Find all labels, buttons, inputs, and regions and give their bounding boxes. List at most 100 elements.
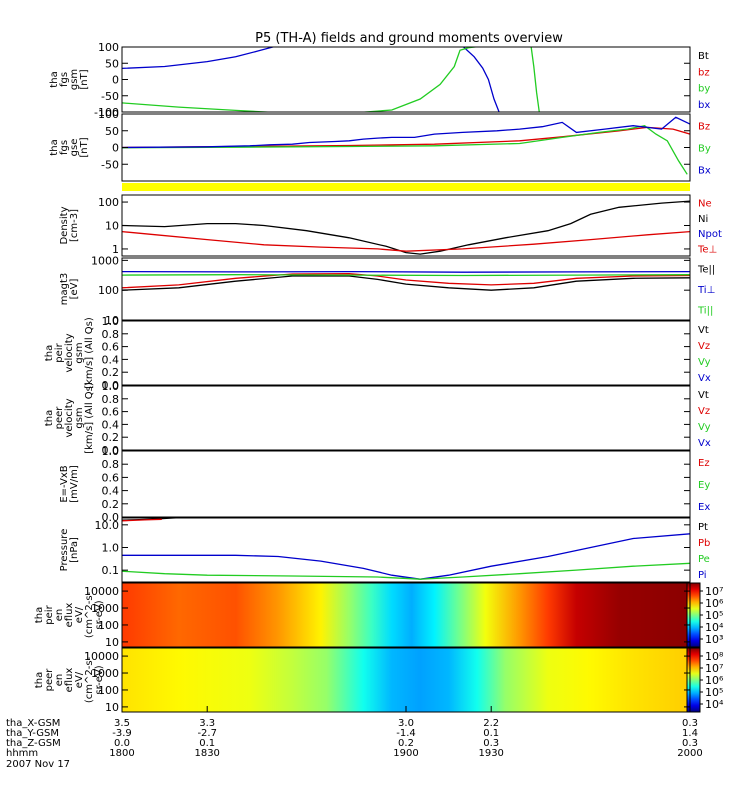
y-axis-title-line: fgs — [59, 72, 70, 87]
y-tick-label: 10 — [105, 314, 119, 327]
series-line-pe — [122, 562, 690, 580]
y-axis-title-line: sr-eV) — [94, 600, 105, 629]
y-tick-label: 100 — [98, 284, 119, 297]
panel-fgs-gse: 100 50 0 -50 thafgsgse[nT] Bz By Bx — [49, 108, 711, 182]
y-axis-title-line: [km/s] (All Qs) — [84, 317, 95, 389]
colorbar-label: 10⁷ — [705, 662, 723, 675]
y-axis-title-line: [nT] — [79, 137, 90, 157]
y-tick-label: 0.2 — [102, 498, 120, 511]
y-tick-label: 1.0 — [102, 445, 120, 458]
y-tick-label: 0.8 — [102, 393, 120, 406]
legend-entry: Vy — [698, 422, 711, 433]
y-tick-label: 0.0 — [102, 444, 120, 457]
y-tick-label: 100 — [98, 108, 119, 121]
y-axis-title-line: eV/ — [74, 606, 85, 623]
y-axis-title: Pressure[nPa] — [59, 529, 80, 572]
series-line-ti — [122, 274, 690, 277]
series-line-bx — [122, 116, 690, 149]
y-tick-label: 1000 — [91, 667, 119, 680]
x-row-value: 1900 — [393, 748, 418, 759]
y-tick-label: 1.0 — [102, 315, 120, 328]
legend-entry: bx — [698, 100, 710, 111]
y-tick-label: 100 — [98, 684, 119, 697]
legend-entry: Pb — [698, 538, 710, 549]
y-axis-title: magt3[eV] — [59, 273, 80, 306]
y-axis-title-line: peir — [54, 342, 65, 362]
y-tick-label: 1000 — [91, 602, 119, 615]
legend-entry: Te⊥ — [697, 244, 717, 255]
x-row-value: 0.1 — [199, 738, 215, 749]
colorbar-label: 10⁷ — [705, 585, 723, 598]
y-axis-title: thapeirenefluxeV/(cm^2-s-sr-eV) — [34, 591, 105, 638]
x-row-value: -2.7 — [197, 728, 217, 739]
y-axis-title-line: peer — [54, 406, 65, 430]
legend-entry: Ti|| — [697, 306, 713, 317]
y-axis-title-line: en — [54, 609, 65, 622]
panel-frame — [121, 385, 691, 451]
x-row-value: 1930 — [478, 748, 503, 759]
colorbar-label: 10⁵ — [705, 609, 723, 622]
series-line-ne — [122, 230, 690, 252]
x-row-value: 0.3 — [682, 738, 698, 749]
y-tick-label: 1000 — [91, 254, 119, 267]
y-tick-label: 0.4 — [102, 485, 120, 498]
x-row-value: -3.9 — [112, 728, 132, 739]
series-line-bz — [122, 126, 690, 149]
legend-entry: Vt — [698, 325, 709, 336]
y-axis-title-line: tha — [49, 71, 60, 87]
panel-frame — [121, 582, 691, 648]
x-row-value: 0.3 — [682, 718, 698, 729]
y-axis-title-line: peer — [44, 668, 55, 692]
y-axis-title-line: [km/s] (All Qs) — [84, 382, 95, 454]
legend-entry: By — [698, 144, 711, 155]
y-axis-title-line: eV/ — [74, 671, 85, 688]
series-line-pi — [122, 533, 690, 580]
panel-frame — [121, 46, 691, 113]
y-axis-title-line: Pressure — [59, 529, 70, 572]
panel-pressure: 10.0 1.0 0.1 Pressure[nPa] Pt Pb Pe Pi — [59, 517, 710, 583]
x-row-label: tha_X-GSM — [6, 718, 60, 729]
series-line-te — [122, 275, 690, 291]
x-row-value: 1800 — [109, 748, 134, 759]
legend-entry: bz — [698, 67, 710, 78]
panel-peir-eflux: 10⁷10⁶10⁵10⁴10³10000100010010thapeirenef… — [34, 582, 724, 649]
colorbar-label: 10⁶ — [705, 674, 724, 687]
y-axis-title-line: peir — [44, 604, 55, 624]
y-tick-label: 0.0 — [102, 379, 120, 392]
y-tick-label: 100 — [98, 196, 119, 209]
y-axis-title-line: tha — [34, 672, 45, 688]
x-row-value: 0.2 — [398, 738, 414, 749]
legend-entry: Ti⊥ — [697, 285, 715, 296]
legend-entry: Te|| — [697, 264, 715, 275]
x-row-value: 2000 — [677, 748, 702, 759]
legend-entry: Bt — [698, 51, 709, 62]
y-axis-title-line: (cm^2-s- — [84, 591, 95, 638]
y-tick-label: -50 — [101, 158, 119, 171]
y-axis-title-line: [nPa] — [69, 537, 80, 563]
y-axis-title: Density[cm-3] — [59, 206, 80, 244]
y-axis-title-line: gsm — [69, 69, 80, 90]
series-line-ni — [122, 200, 690, 255]
panel-peer-eflux: 10⁸10⁷10⁶10⁵10⁴10000100010010thapeerenef… — [34, 647, 724, 714]
y-tick-label: 50 — [105, 125, 119, 138]
legend-entry: Ez — [698, 458, 710, 469]
panel-frame — [121, 194, 691, 257]
panel-peir-velocity: 1.00.80.60.40.20.0thapeirvelocitygsm[km/… — [44, 315, 711, 392]
legend-entry: Ni — [698, 214, 708, 225]
colorbar — [686, 647, 701, 713]
y-axis-title-line: en — [54, 674, 65, 687]
y-tick-label: 10 — [105, 636, 119, 649]
y-axis-title-line: eflux — [64, 668, 75, 693]
x-row-value: 0.3 — [483, 738, 499, 749]
panel-density: 100 10 1 Density[cm-3] Ne Ni Npot Te⊥ — [59, 194, 722, 257]
y-tick-label: 10.0 — [95, 519, 120, 532]
plot-root: 100500-50-100thafgsgsm[nT]Btbzbybx100500… — [6, 41, 724, 770]
panel-frame — [121, 517, 691, 583]
y-axis-title: thafgsgsm[nT] — [49, 69, 90, 90]
y-tick-label: 0.6 — [102, 406, 120, 419]
y-tick-label: 1 — [112, 243, 119, 256]
y-axis-title: thapeervelocitygsm[km/s] (All Qs) — [44, 382, 95, 454]
colorbar-label: 10⁵ — [705, 686, 723, 699]
legend-entry: Vy — [698, 357, 711, 368]
x-row-value: 2.2 — [483, 718, 499, 729]
